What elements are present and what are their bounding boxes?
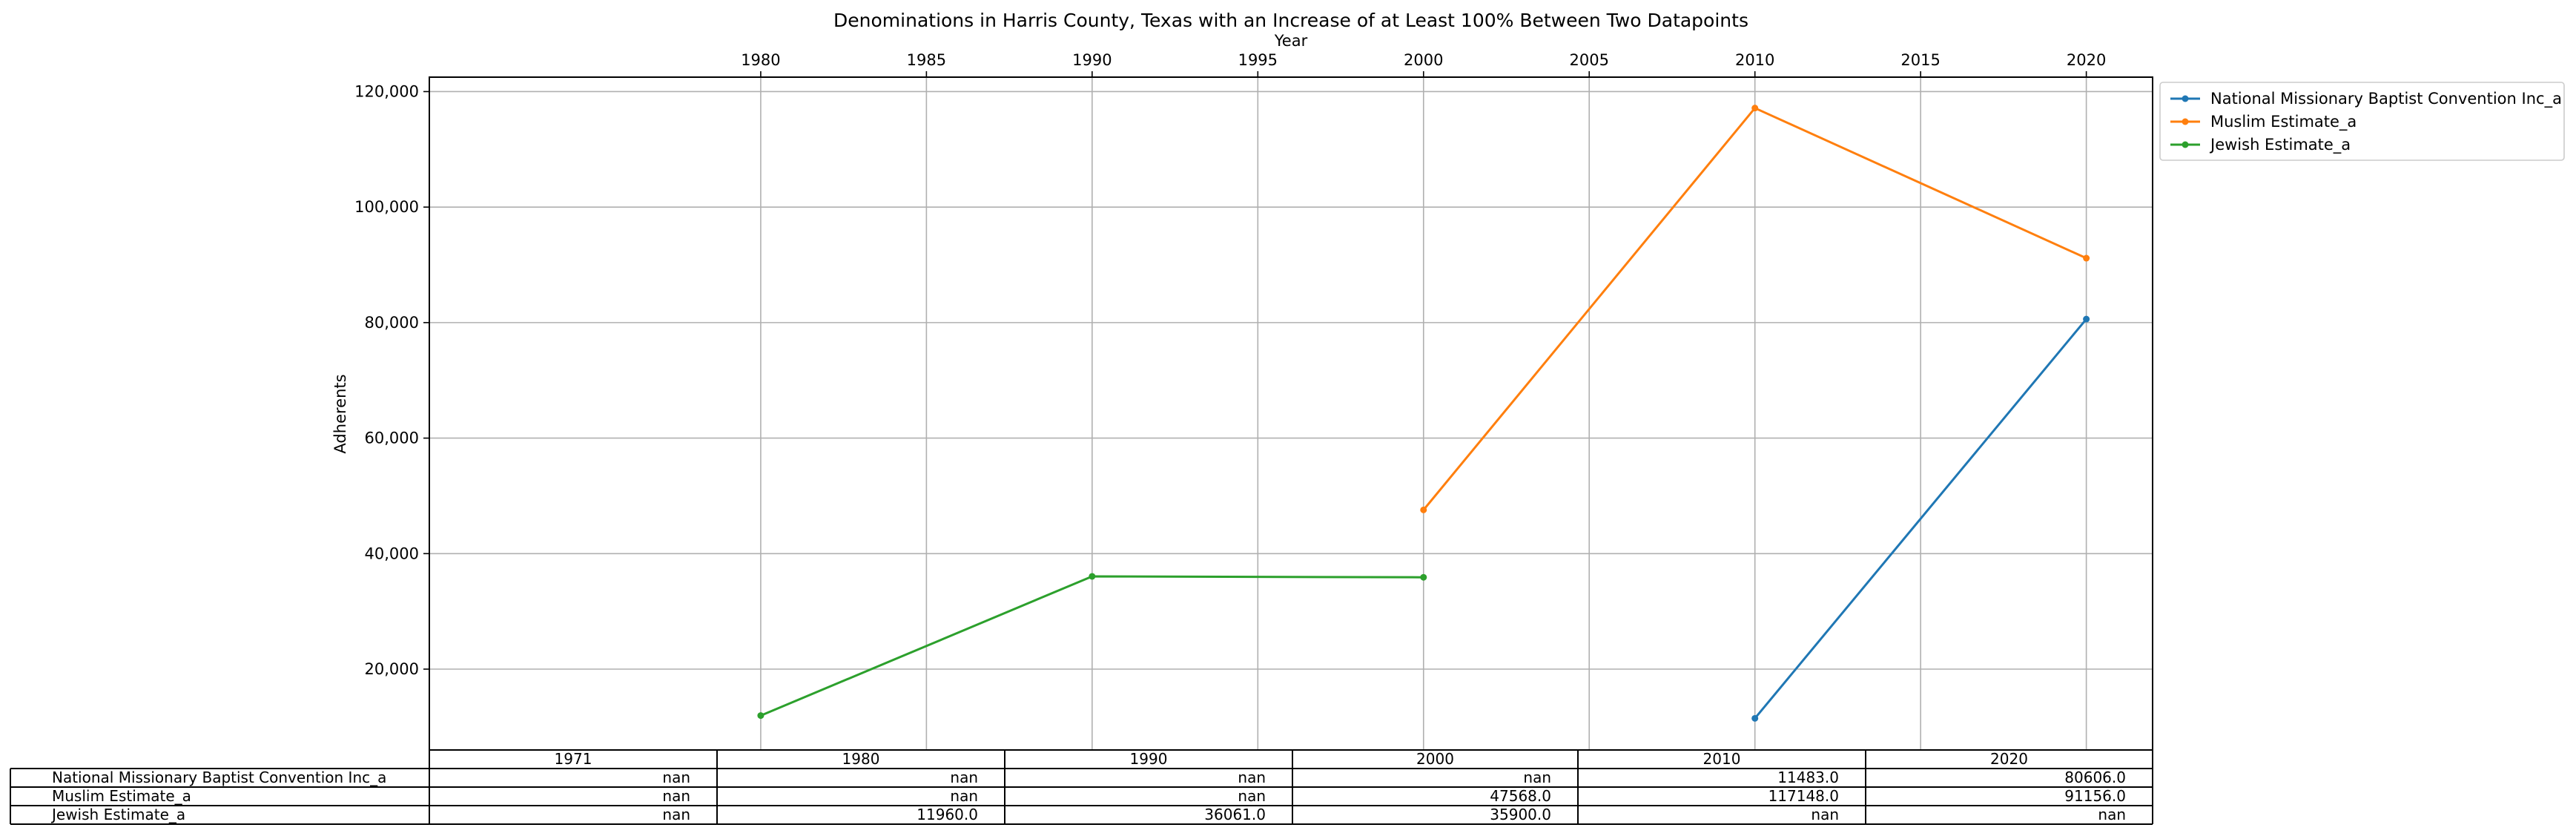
table-cell: nan xyxy=(1238,787,1266,805)
data-point xyxy=(1751,714,1759,722)
table-cell: 11960.0 xyxy=(917,806,978,823)
x-tick-label: 1985 xyxy=(907,51,946,69)
table-row-label: Jewish Estimate_a xyxy=(50,806,185,823)
legend-box xyxy=(2159,82,2565,161)
table-cell: nan xyxy=(1238,769,1266,786)
data-point xyxy=(2083,254,2090,262)
x-tick-label: 2020 xyxy=(2067,51,2106,69)
data-point xyxy=(1089,573,1096,580)
table-cell: 36061.0 xyxy=(1204,806,1266,823)
y-tick-label: 60,000 xyxy=(365,430,419,447)
legend-label: National Missionary Baptist Convention I… xyxy=(2210,90,2562,108)
y-tick-label: 120,000 xyxy=(354,82,419,100)
table-cell: nan xyxy=(950,769,978,786)
x-tick-label: 2000 xyxy=(1404,51,1443,69)
chart-title: Denominations in Harris County, Texas wi… xyxy=(833,10,1748,31)
table-cell: nan xyxy=(1811,806,1839,823)
table-cell: nan xyxy=(662,787,690,805)
legend: National Missionary Baptist Convention I… xyxy=(2159,82,2565,161)
x-tick-label: 2015 xyxy=(1900,51,1940,69)
data-point xyxy=(2083,315,2090,323)
y-tick-label: 100,000 xyxy=(354,198,419,216)
table-cell: 117148.0 xyxy=(1768,787,1839,805)
table-column-header: 1990 xyxy=(1130,750,1168,768)
table-cell: nan xyxy=(2098,806,2126,823)
table-cell: nan xyxy=(662,806,690,823)
data-table: 1971 1980 1990 2000 2010 2020 National Mission… xyxy=(10,749,2153,825)
table-cell: nan xyxy=(950,787,978,805)
series-0 xyxy=(1751,315,2090,722)
legend-entry: Jewish Estimate_a xyxy=(2170,136,2351,154)
legend-entry: National Missionary Baptist Convention I… xyxy=(2170,90,2562,108)
data-point xyxy=(1420,573,1427,581)
data-point xyxy=(757,712,764,720)
legend-swatch-marker xyxy=(2182,95,2189,102)
axis-ticks: 1980 1985 1990 1995 2000 2005 2010 2015 2020 20,0… xyxy=(354,51,2106,678)
y-axis-label: Adherents xyxy=(331,374,349,453)
x-tick-label: 1980 xyxy=(741,51,780,69)
x-tick-label: 2005 xyxy=(1570,51,1609,69)
table-cell: 91156.0 xyxy=(2064,787,2126,805)
series-line xyxy=(1754,318,2087,720)
data-point xyxy=(1751,105,1759,112)
table-column-header: 2010 xyxy=(1703,750,1741,768)
y-tick-label: 20,000 xyxy=(365,660,419,678)
table-row-label: Muslim Estimate_a xyxy=(52,787,191,805)
table-column-header: 2020 xyxy=(1990,750,2028,768)
legend-entry: Muslim Estimate_a xyxy=(2170,113,2357,131)
x-axis-label: Year xyxy=(1274,32,1308,50)
table-column-header: 1980 xyxy=(842,750,880,768)
grid xyxy=(429,77,2153,750)
legend-label: Muslim Estimate_a xyxy=(2210,113,2357,131)
table-column-header: 1971 xyxy=(555,750,592,768)
legend-swatch-marker xyxy=(2182,141,2189,148)
series-lines xyxy=(757,105,2090,722)
series-1 xyxy=(1420,105,2090,513)
x-tick-label: 1990 xyxy=(1072,51,1112,69)
legend-swatch-marker xyxy=(2182,118,2189,125)
table-cell: nan xyxy=(662,769,690,786)
table-cell: 80606.0 xyxy=(2064,769,2126,786)
plot-frame xyxy=(429,76,2153,751)
table-cell: 35900.0 xyxy=(1490,806,1551,823)
table-cell: nan xyxy=(1523,769,1551,786)
x-tick-label: 1995 xyxy=(1238,51,1278,69)
table-cell: 11483.0 xyxy=(1777,769,1839,786)
y-tick-label: 80,000 xyxy=(365,314,419,332)
table-cell: 47568.0 xyxy=(1490,787,1551,805)
legend-label: Jewish Estimate_a xyxy=(2209,136,2351,154)
series-2 xyxy=(757,573,1427,720)
data-point xyxy=(1420,506,1427,513)
table-column-header: 2000 xyxy=(1416,750,1454,768)
x-tick-label: 2010 xyxy=(1735,51,1774,69)
table-row-label: National Missionary Baptist Convention I… xyxy=(52,769,386,786)
y-tick-label: 40,000 xyxy=(365,544,419,562)
